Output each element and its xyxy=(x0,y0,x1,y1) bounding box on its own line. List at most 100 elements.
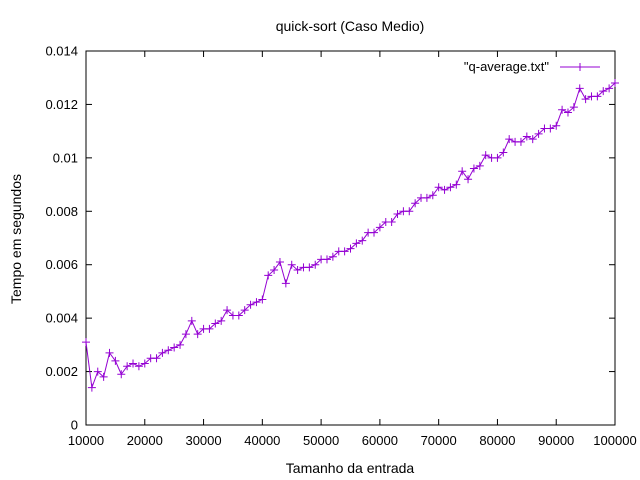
data-point xyxy=(258,295,267,304)
data-point xyxy=(534,129,543,138)
data-point xyxy=(358,236,367,245)
y-tick-label: 0.004 xyxy=(45,311,78,326)
y-tick-label: 0.01 xyxy=(53,150,78,165)
data-point xyxy=(158,348,167,357)
data-point xyxy=(305,263,314,272)
data-point xyxy=(105,348,114,357)
y-tick-label: 0.008 xyxy=(45,204,78,219)
x-tick-label: 100000 xyxy=(593,433,636,448)
data-point xyxy=(328,252,337,261)
x-axis-label: Tamanho da entrada xyxy=(286,460,415,476)
series-line xyxy=(85,82,616,388)
chart-title: quick-sort (Caso Medio) xyxy=(276,18,425,34)
data-point xyxy=(434,183,443,192)
y-tick-label: 0.006 xyxy=(45,257,78,272)
data-point xyxy=(581,95,590,104)
x-tick-label: 80000 xyxy=(479,433,515,448)
data-point xyxy=(205,324,214,333)
y-tick-label: 0 xyxy=(71,418,78,433)
data-point xyxy=(311,260,320,269)
data-point xyxy=(275,258,284,267)
x-tick-label: 90000 xyxy=(538,433,574,448)
data-point xyxy=(611,79,619,88)
data-point xyxy=(117,370,126,379)
plot-frame xyxy=(85,50,616,426)
legend-marker xyxy=(576,63,584,71)
data-point xyxy=(405,207,414,216)
data-point xyxy=(393,209,402,218)
ticks-layer: 10000 20000 30000 40000 50000 60000 70000 80000… xyxy=(45,44,636,449)
data-point xyxy=(123,362,132,371)
y-tick-label: 0.002 xyxy=(45,364,78,379)
data-point xyxy=(446,183,455,192)
data-point xyxy=(340,247,349,256)
data-point xyxy=(352,239,361,248)
data-point xyxy=(270,266,279,275)
data-point xyxy=(452,180,461,189)
data-point xyxy=(99,372,108,381)
data-point xyxy=(552,121,561,130)
data-point xyxy=(152,354,161,363)
legend-label: "q-average.txt" xyxy=(464,59,549,74)
legend: "q-average.txt" xyxy=(464,59,600,74)
y-tick-label: 0.014 xyxy=(45,44,78,59)
data-point xyxy=(264,271,273,280)
data-point xyxy=(481,151,490,160)
x-tick-label: 30000 xyxy=(185,433,221,448)
data-point xyxy=(558,105,567,114)
data-point xyxy=(375,223,384,232)
data-point xyxy=(93,367,102,376)
data-point xyxy=(281,279,290,288)
data-point xyxy=(469,164,478,173)
data-point xyxy=(293,266,302,275)
data-point xyxy=(246,300,255,309)
data-point xyxy=(170,343,179,352)
data-point xyxy=(129,359,138,368)
data-point xyxy=(211,319,220,328)
data-point xyxy=(370,228,379,237)
data-point xyxy=(346,244,355,253)
data-point xyxy=(575,84,584,93)
series-layer xyxy=(82,79,619,392)
data-point xyxy=(440,185,449,194)
data-point xyxy=(164,346,173,355)
data-point xyxy=(134,362,143,371)
data-point xyxy=(111,356,120,365)
data-point xyxy=(458,167,467,176)
data-point xyxy=(593,92,602,101)
data-point xyxy=(516,137,525,146)
data-point xyxy=(322,255,331,264)
data-point xyxy=(411,199,420,208)
data-point xyxy=(464,175,473,184)
data-point xyxy=(428,191,437,200)
data-point xyxy=(599,87,608,96)
x-tick-label: 20000 xyxy=(127,433,163,448)
data-point xyxy=(287,260,296,269)
data-point xyxy=(187,316,196,325)
data-point xyxy=(193,330,202,339)
data-point xyxy=(140,359,149,368)
legend-marker-plus xyxy=(576,63,584,71)
y-tick-label: 0.012 xyxy=(45,97,78,112)
data-point xyxy=(223,306,232,315)
y-axis-label: Tempo em segundos xyxy=(8,174,24,304)
x-tick-label: 60000 xyxy=(362,433,398,448)
data-point xyxy=(528,135,537,144)
data-point xyxy=(234,311,243,320)
data-point xyxy=(252,298,261,307)
data-point xyxy=(499,148,508,157)
data-point xyxy=(240,306,249,315)
x-tick-label: 50000 xyxy=(303,433,339,448)
data-point xyxy=(569,103,578,112)
data-point xyxy=(181,330,190,339)
data-point xyxy=(217,316,226,325)
x-tick-label: 10000 xyxy=(68,433,104,448)
data-point xyxy=(422,193,431,202)
data-point xyxy=(176,340,185,349)
data-point xyxy=(522,132,531,141)
data-point xyxy=(605,84,614,93)
data-point xyxy=(493,153,502,162)
data-point xyxy=(475,161,484,170)
